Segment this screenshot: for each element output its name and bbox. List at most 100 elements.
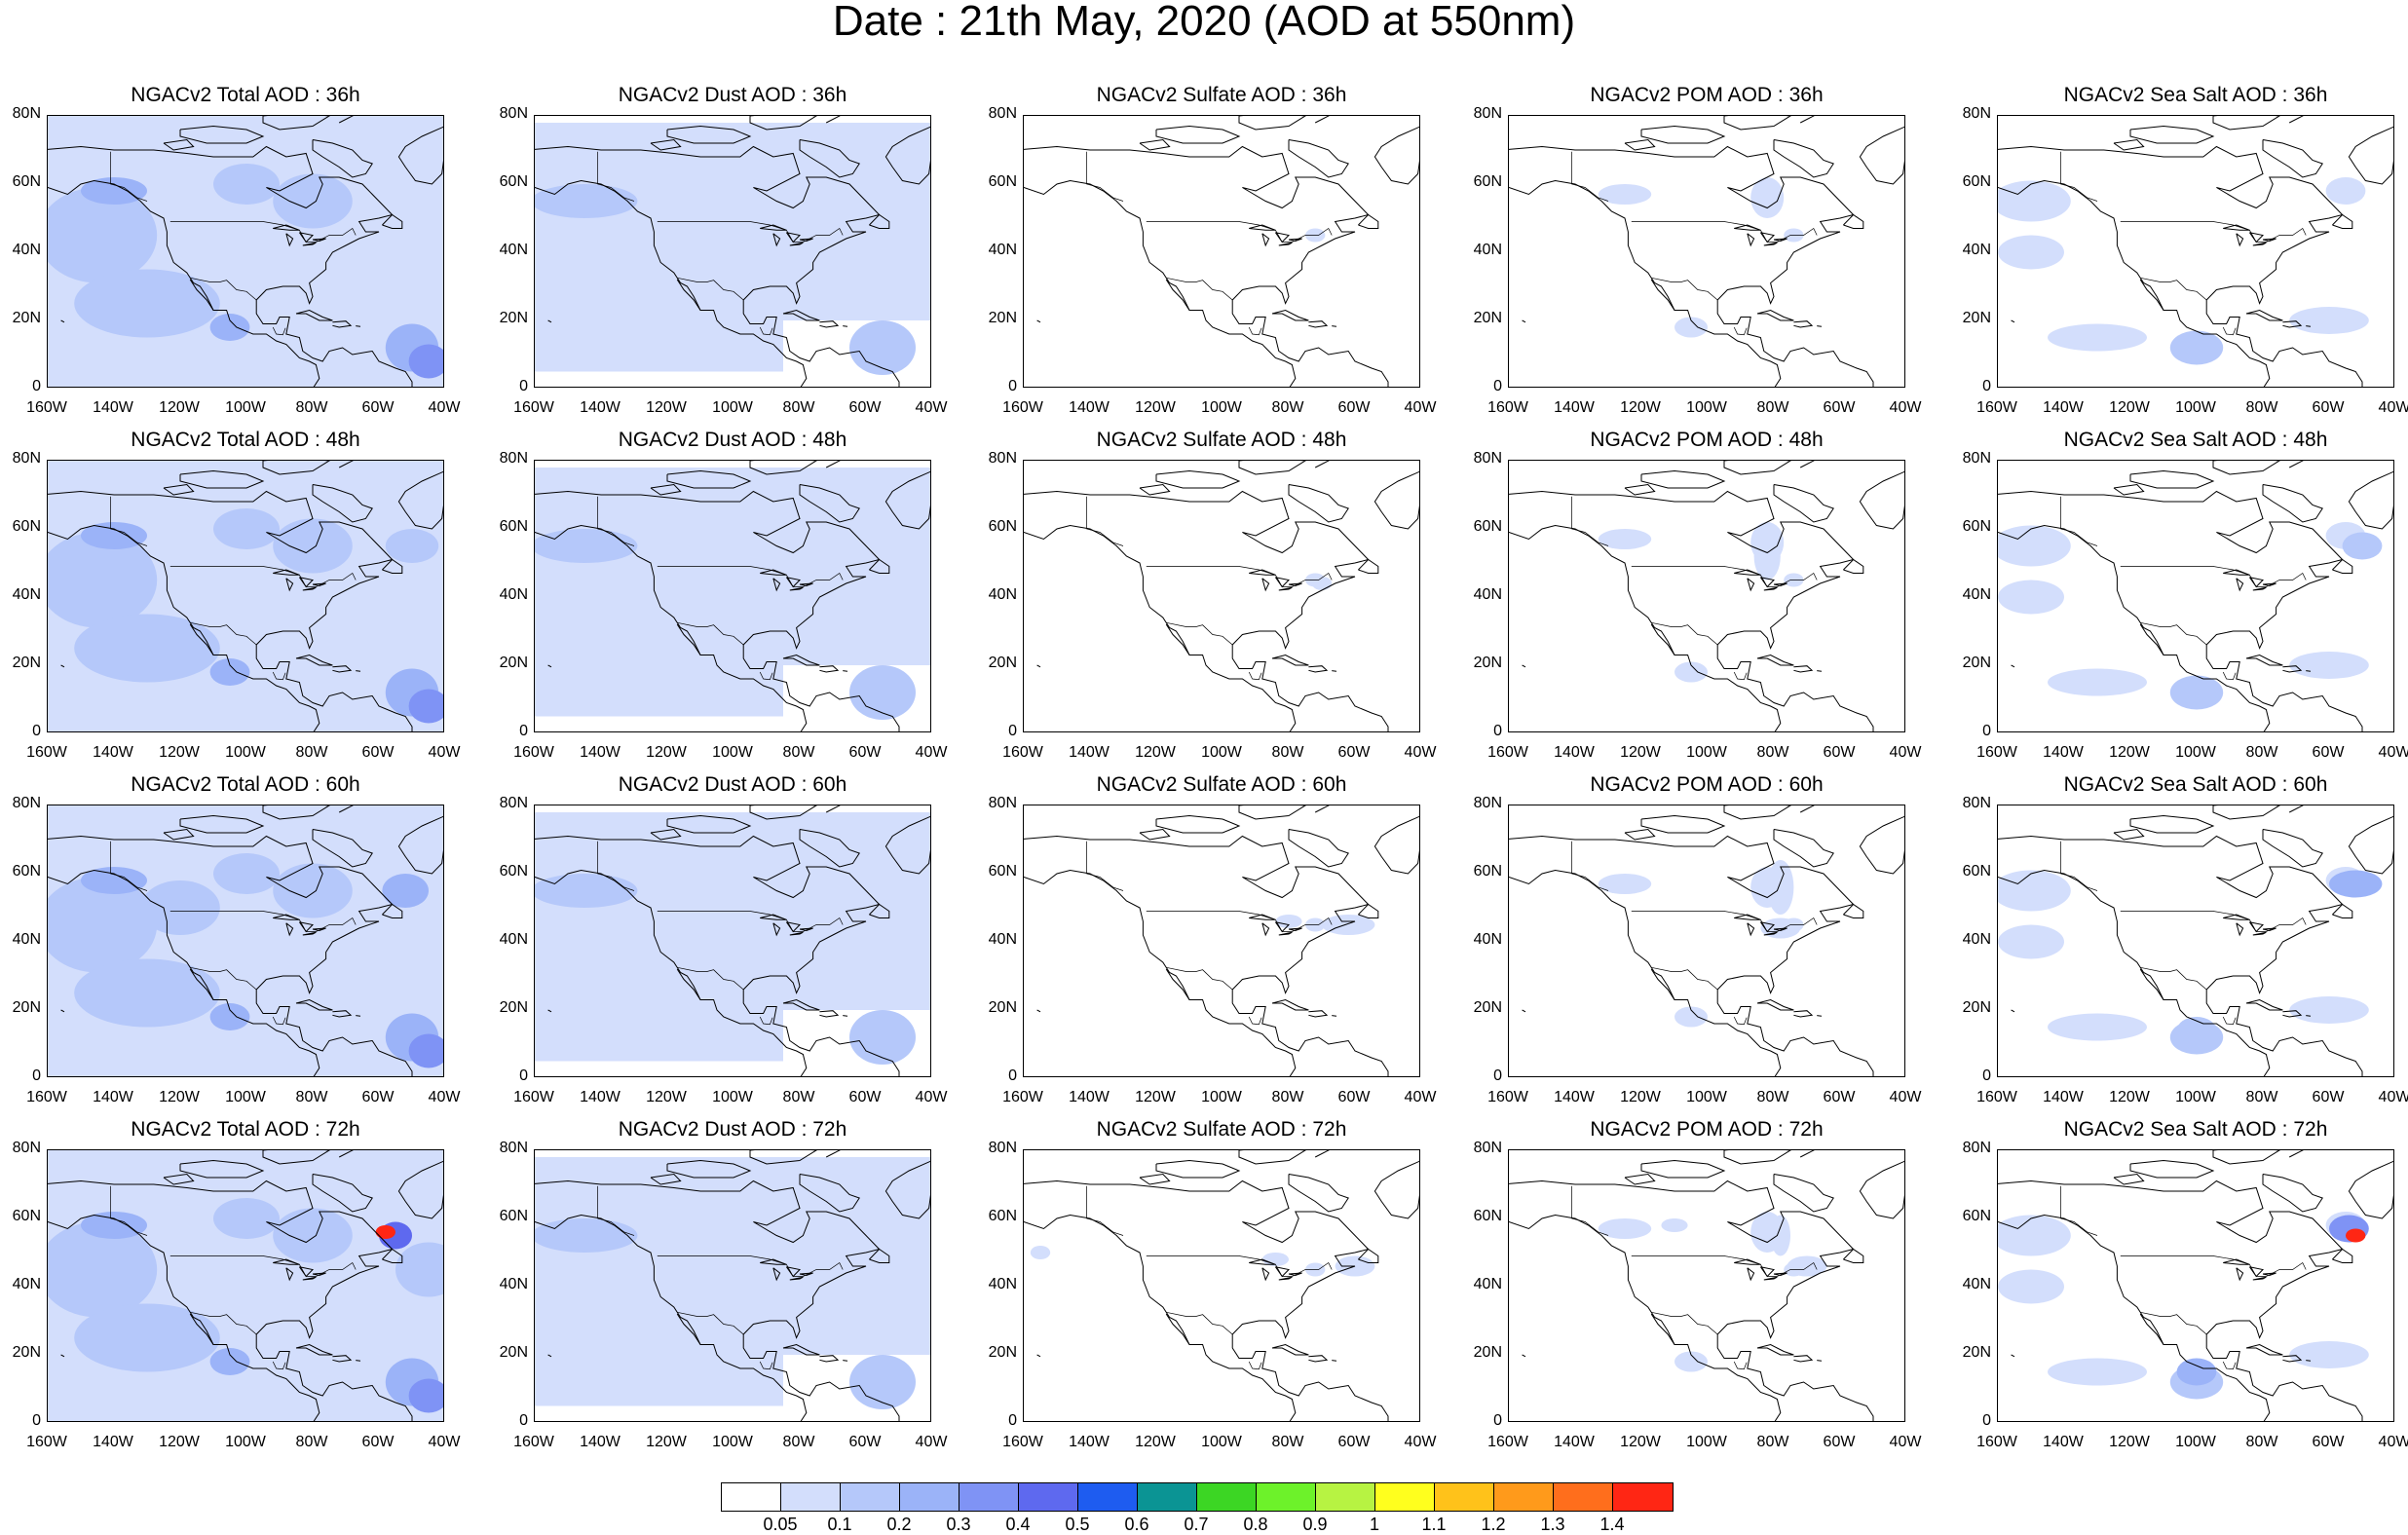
coastline [650,138,682,151]
coastline [789,586,804,591]
colorbar-swatch [722,1483,781,1511]
coastline [782,654,820,666]
border-line [597,841,635,891]
colorbar-swatch [1197,1483,1257,1511]
lat-tick-label: 80N [1962,105,1991,122]
coastline [1139,138,1171,151]
border-line [190,966,257,991]
border-line [190,1311,257,1335]
coastline [2282,1355,2303,1363]
lat-tick-label: 0 [1008,723,1017,739]
coastline [1238,1150,1306,1165]
coastline [1509,835,1874,1076]
lon-tick-label: 140W [93,1434,133,1450]
lon-tick-label: 160W [513,1434,554,1450]
coastline [48,179,320,387]
aod-map-seasalt-60h [1997,805,2394,1077]
coastline [1763,242,1778,246]
lat-tick-label: 20N [1962,655,1991,671]
aod-region [48,877,158,973]
lon-tick-label: 140W [93,399,133,416]
lon-tick-label: 120W [1135,744,1176,761]
panel-title-dust-36h: NGACv2 Dust AOD : 36h [618,84,847,106]
lon-tick-label: 160W [26,1089,67,1105]
lon-tick-label: 100W [225,744,266,761]
lat-tick-label: 80N [988,450,1017,467]
lat-tick-label: 60N [1962,1208,1991,1224]
colorbar-label: 1.3 [1540,1515,1565,1534]
lat-tick-label: 80N [499,1140,528,1156]
panel-title-total-72h: NGACv2 Total AOD : 72h [131,1118,360,1141]
aod-region [1753,532,1781,580]
coastline [1024,145,1389,387]
aod-region [408,1378,443,1413]
lat-tick-label: 20N [12,310,41,326]
coastline [1036,664,1041,668]
coastline [1817,670,1823,672]
coastline [1509,524,1782,731]
coastline [785,921,801,933]
lat-tick-label: 0 [519,1067,528,1084]
aod-region [209,1003,250,1030]
coastline [2113,483,2145,496]
aod-map-pom-72h [1508,1149,1905,1422]
aod-region [1998,235,2064,270]
coastline [1155,125,1241,144]
coastline [1271,309,1309,321]
aod-region [273,1208,353,1263]
coastline [666,469,752,489]
coastline [60,1354,65,1358]
coastline [1773,829,1834,868]
aod-region [273,173,353,229]
border-line [169,1255,357,1277]
coastline [2262,238,2276,243]
coastline [1998,1214,2271,1421]
coastline [1799,805,1904,875]
lon-tick-label: 40W [915,744,948,761]
lat-tick-label: 80N [12,795,41,811]
coastline [2332,1248,2353,1263]
coastline [782,998,820,1011]
lat-tick-label: 60N [1473,173,1502,190]
map-canvas [48,116,443,387]
lat-tick-label: 20N [1473,999,1502,1016]
aod-region [382,874,430,908]
lat-tick-label: 20N [499,999,528,1016]
lon-tick-label: 120W [646,1434,687,1450]
border-line [1146,566,1333,587]
coastline [1024,179,1297,387]
aod-region [1998,924,2064,959]
coastline [48,835,413,1076]
coastline [772,1267,781,1282]
aod-map-dust-72h [534,1149,931,1422]
border-line [169,566,357,587]
lon-tick-label: 80W [1271,1434,1304,1450]
map-canvas [1998,1150,2393,1421]
coastline [1036,1354,1041,1358]
border-line [2222,326,2237,336]
coastline [799,1174,860,1213]
lon-tick-label: 60W [848,744,882,761]
aod-region [209,658,250,686]
coastline [1650,623,1675,655]
coastline [666,1159,752,1179]
coastline [295,1343,333,1356]
lat-tick-label: 0 [32,723,41,739]
lat-tick-label: 20N [1473,1344,1502,1361]
lon-tick-label: 140W [2043,1434,2084,1450]
coastline [1261,578,1270,592]
coastline [2252,931,2267,936]
map-canvas [1024,116,1419,387]
lon-tick-label: 160W [513,744,554,761]
lon-tick-label: 100W [1201,744,1242,761]
lon-tick-label: 140W [1069,1434,1110,1450]
border-line [677,1311,744,1335]
coastline [1843,558,1864,574]
aod-region [2289,1341,2369,1368]
coastline [749,805,817,820]
coastline [535,490,900,731]
coastline [2248,232,2264,243]
coastline [312,829,373,868]
border-line [1571,496,1609,546]
lat-tick-label: 20N [988,310,1017,326]
